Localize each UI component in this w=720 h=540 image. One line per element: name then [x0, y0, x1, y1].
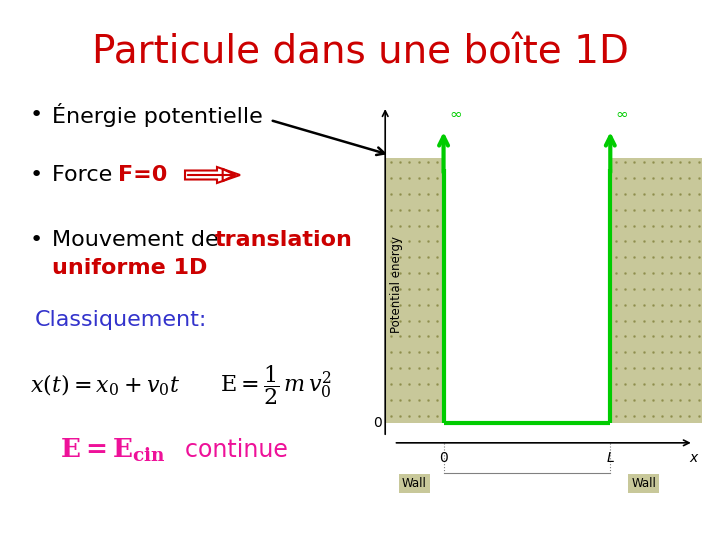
Text: Mouvement de: Mouvement de: [52, 230, 226, 250]
Text: $\infty$: $\infty$: [449, 106, 462, 120]
Text: continue: continue: [170, 438, 288, 462]
Text: F=0: F=0: [118, 165, 167, 185]
Bar: [611, 158, 702, 423]
Text: •: •: [30, 105, 43, 125]
Text: •: •: [30, 230, 43, 250]
Text: $x(t) = x_0 + v_0 t$: $x(t) = x_0 + v_0 t$: [30, 373, 180, 397]
Text: $\infty$: $\infty$: [616, 106, 629, 120]
Text: L: L: [606, 451, 614, 465]
Text: x: x: [690, 451, 698, 465]
Text: Potential energy: Potential energy: [390, 236, 403, 333]
Text: $\mathbf{E{=}E_{cin}}$: $\mathbf{E{=}E_{cin}}$: [60, 436, 166, 464]
Text: Classiquement:: Classiquement:: [35, 310, 207, 330]
Text: Wall: Wall: [402, 477, 427, 490]
Text: Particule dans une boîte 1D: Particule dans une boîte 1D: [91, 33, 629, 71]
Bar: [385, 158, 444, 423]
Text: Wall: Wall: [631, 477, 656, 490]
Text: Force: Force: [52, 165, 120, 185]
Text: Énergie potentielle: Énergie potentielle: [52, 103, 263, 127]
Text: •: •: [30, 165, 43, 185]
Text: translation: translation: [215, 230, 353, 250]
Text: uniforme 1D: uniforme 1D: [52, 258, 207, 278]
Text: $\mathrm{E} = \dfrac{1}{2}\,m\,v_0^2$: $\mathrm{E} = \dfrac{1}{2}\,m\,v_0^2$: [220, 363, 332, 407]
Text: 0: 0: [439, 451, 448, 465]
Text: 0: 0: [373, 416, 382, 430]
